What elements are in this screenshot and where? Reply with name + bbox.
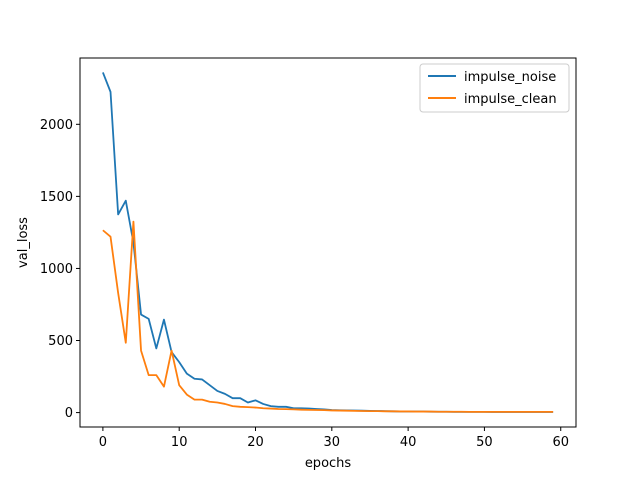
x-tick-label: 50 <box>476 435 493 450</box>
y-tick-label: 1500 <box>40 190 73 205</box>
y-tick-label: 0 <box>65 406 73 421</box>
y-tick-label: 1000 <box>40 262 73 277</box>
axis-ticks: 0 10 20 30 40 50 60 0 500 1000 1500 2000 <box>40 118 569 450</box>
x-tick-label: 20 <box>247 435 264 450</box>
x-tick-label: 0 <box>99 435 107 450</box>
plot-frame <box>79 57 577 428</box>
x-tick-label: 40 <box>400 435 417 450</box>
legend-label-impulse-clean: impulse_clean <box>464 92 557 107</box>
x-tick-label: 10 <box>171 435 188 450</box>
series-lines <box>102 72 554 413</box>
series-line-impulse-clean <box>102 220 554 413</box>
y-tick-label: 2000 <box>40 118 73 133</box>
legend: impulse_noise impulse_clean <box>419 63 570 113</box>
y-tick-label: 500 <box>48 334 73 349</box>
x-tick-label: 60 <box>552 435 569 450</box>
y-axis-label: val_loss <box>16 217 31 268</box>
x-axis-label: epochs <box>305 456 352 471</box>
x-tick-label: 30 <box>324 435 341 450</box>
legend-label-impulse-noise: impulse_noise <box>464 70 556 85</box>
legend-box <box>419 63 570 113</box>
